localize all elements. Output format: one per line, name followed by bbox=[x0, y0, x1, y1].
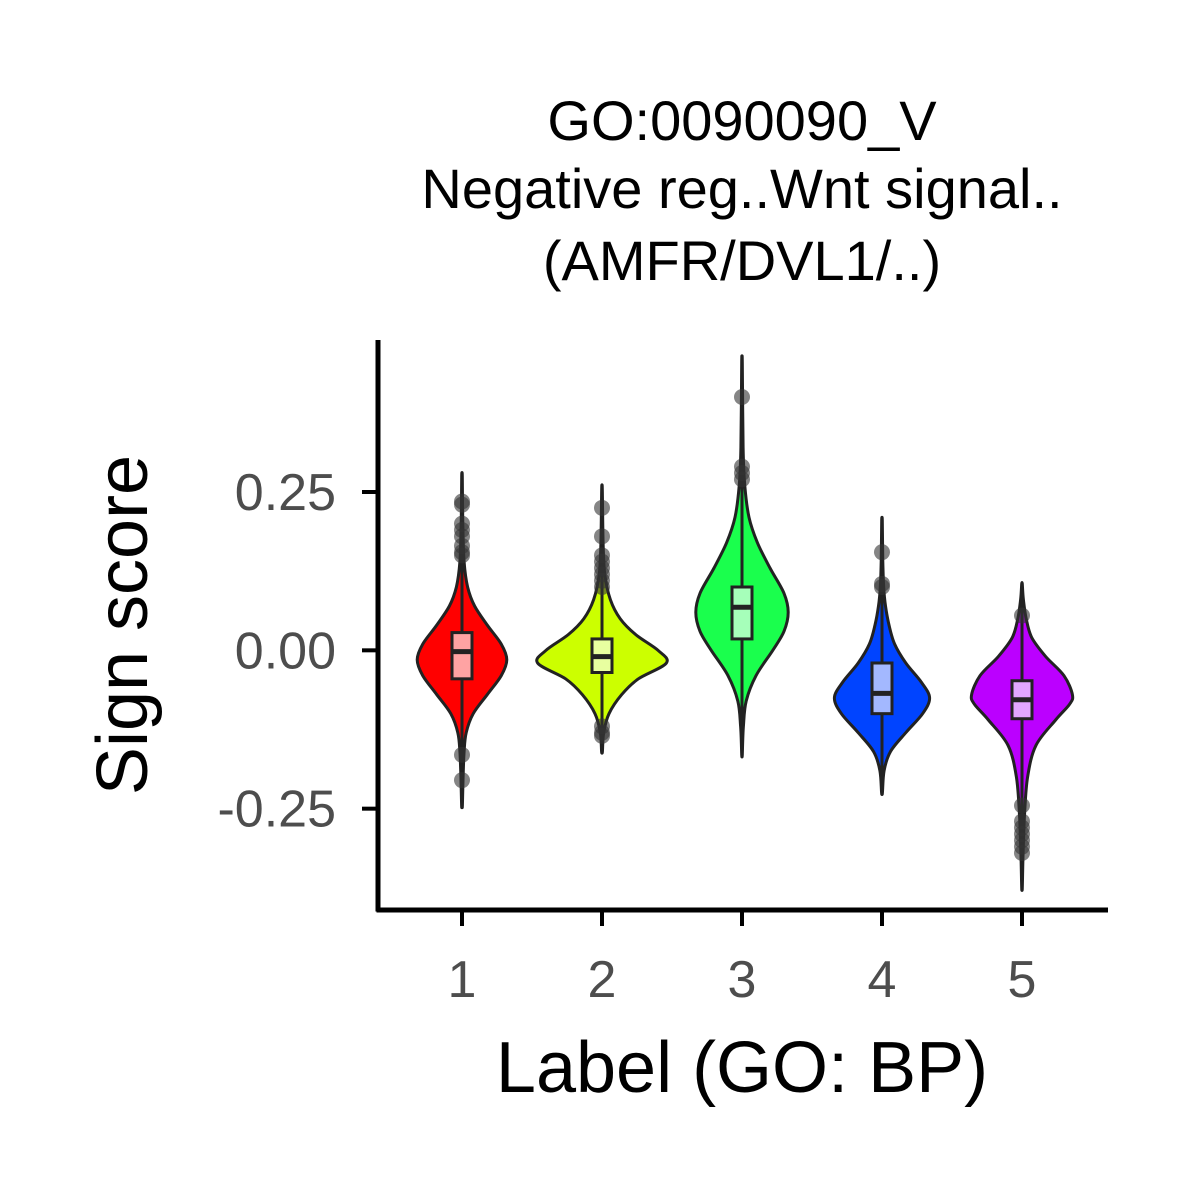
violin-group-4 bbox=[832, 515, 932, 796]
x-tick-label: 4 bbox=[868, 951, 897, 1009]
violin-group-5 bbox=[969, 581, 1075, 892]
outlier-point bbox=[454, 772, 470, 789]
violin-group-3 bbox=[694, 354, 790, 759]
title-line-2: Negative reg..Wnt signal.. bbox=[421, 157, 1062, 220]
chart-title: GO:0090090_V Negative reg..Wnt signal.. … bbox=[421, 89, 1062, 292]
outlier-point bbox=[594, 528, 610, 545]
outlier-point bbox=[594, 727, 610, 744]
x-tick-label: 1 bbox=[448, 951, 477, 1009]
outlier-point bbox=[454, 547, 470, 564]
y-tick-label: 0.00 bbox=[235, 622, 336, 680]
outlier-point bbox=[594, 499, 610, 516]
violin-group-1 bbox=[415, 471, 509, 810]
outlier-point bbox=[594, 579, 610, 595]
y-tick-label: 0.25 bbox=[235, 464, 336, 522]
title-line-3: (AMFR/DVL1/..) bbox=[543, 229, 941, 292]
outlier-point bbox=[1014, 797, 1030, 814]
x-axis-title: Label (GO: BP) bbox=[496, 1028, 988, 1108]
y-axis-title: Sign score bbox=[83, 455, 163, 795]
title-line-1: GO:0090090_V bbox=[547, 89, 937, 152]
outlier-point bbox=[734, 389, 750, 405]
axes-layer: 0.25 0.00 -0.25 1 2 3 4 5 bbox=[217, 340, 1108, 1009]
outlier-point bbox=[734, 471, 750, 488]
outlier-point bbox=[1014, 607, 1030, 624]
violin-layer bbox=[415, 354, 1075, 892]
x-tick-label: 5 bbox=[1008, 951, 1037, 1009]
outlier-point bbox=[874, 544, 890, 561]
outlier-point bbox=[1014, 845, 1030, 861]
box-3 bbox=[730, 585, 754, 641]
box-1 bbox=[450, 631, 474, 681]
x-tick-label: 2 bbox=[588, 951, 617, 1009]
y-tick-label: -0.25 bbox=[217, 781, 336, 839]
outlier-point bbox=[454, 496, 470, 513]
outlier-point bbox=[454, 746, 470, 763]
outlier-point bbox=[874, 579, 890, 595]
box-4 bbox=[870, 661, 894, 716]
violin-group-2 bbox=[535, 483, 669, 755]
x-tick-label: 3 bbox=[728, 951, 757, 1009]
